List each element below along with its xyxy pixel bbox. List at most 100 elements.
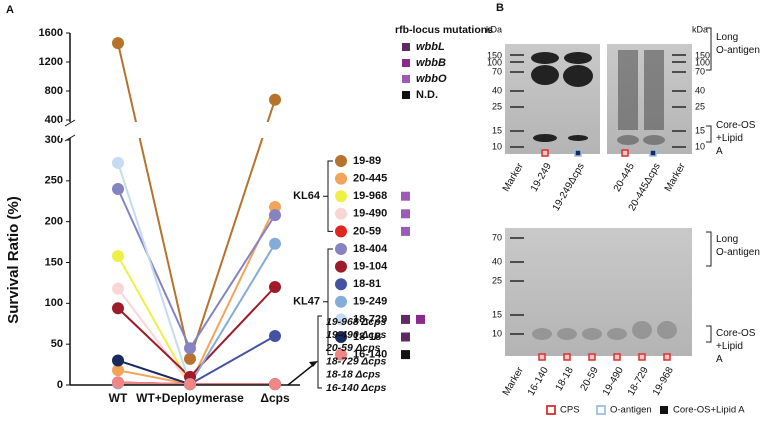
unit-label: kDa [486,24,502,34]
lane-label: Marker [501,161,526,194]
y-tick-label: 1200 [39,56,63,68]
x-tick-label: Δcps [260,391,290,405]
lane-label: Marker [501,365,526,398]
ladder-label: 70 [695,66,705,76]
unit-label: kDa [692,24,708,34]
data-point [269,209,281,222]
x-tick-label: WT+Deploymerase [136,391,244,405]
ladder-label: 70 [492,66,502,76]
data-point [112,156,124,169]
data-point [184,342,196,355]
annotation-bracket [317,315,322,389]
group-bracket [323,248,333,356]
ladder-label: 40 [492,256,502,266]
group-label: KL64 [293,190,321,202]
ladder-label: 40 [492,85,502,95]
series-line [117,381,275,386]
mutation-marker [401,209,410,219]
panel-label: B [496,2,504,14]
break-mark [64,119,76,142]
legend-marker [335,260,347,273]
legend-marker [335,331,347,343]
ladder-label: 100 [695,57,710,67]
lane-label: Marker [663,161,688,194]
ladder-label: 15 [695,125,705,135]
legend-label: 20-59 [353,225,381,237]
mutation-marker [416,314,425,324]
legend-marker [335,348,347,361]
gel-images [505,27,712,415]
data-point [269,378,281,391]
y-tick-label: 100 [45,297,63,309]
data-point [112,302,124,315]
y-axis-label: Survival Ratio (%) [5,196,22,324]
y-tick-label: 800 [45,85,63,97]
annotation: 19-968 Δcps [326,316,387,328]
annotation-label: Long O-antigen [716,32,760,56]
legend-title: rfb-locus mutations [395,24,493,36]
data-point [112,249,124,262]
ladder-label: 25 [492,275,502,285]
lane-label: 19-249Δcps [551,161,587,213]
legend-label: CPS [560,405,580,416]
y-tick-label: 50 [51,338,63,350]
annotation-label: Core-OS +Lipid A [716,120,756,157]
panel-label: A [6,4,14,16]
mutation-marker [401,332,410,342]
axis-break [60,122,300,138]
ladder-label: 15 [492,309,502,319]
legend-marker [335,207,347,220]
legend-swatch [402,43,410,51]
y-tick-label: 150 [45,256,63,268]
series-line [117,286,276,379]
y-tick-label: 400 [45,114,63,126]
legend-label: 18-18 [353,331,381,343]
series-line [117,162,275,386]
series-line [117,243,276,386]
lane-label: 16-140 [526,365,551,398]
lane-label: 20-59 [579,365,602,393]
legend-label: Core-OS+Lipid A [673,405,745,416]
arrow-head [309,361,318,367]
data-point [184,352,196,365]
y-tick-label: 0 [57,379,63,391]
ladder-label: 150 [487,50,502,60]
data-point [112,364,124,377]
legend-label: 19-490 [353,208,387,220]
legend-label: 18-81 [353,278,381,290]
series-line [117,188,276,351]
annotation: 18-729 Δcps [326,355,387,367]
data-point [112,183,124,195]
legend-marker [335,225,347,238]
ladder-label: 10 [695,141,705,151]
mutation-marker [401,350,410,360]
ladder-label: 25 [695,101,705,111]
annotation: 16-140 Δcps [326,382,387,394]
data-point [112,282,124,295]
annotation-label: Core-OS +Lipid A [716,328,756,365]
ladder-label: 25 [492,101,502,111]
y-tick-label: 1600 [39,27,63,39]
mutation-marker [401,191,410,201]
legend-marker [335,313,347,326]
ladder-label: 100 [487,57,502,67]
annotation: 19-490 Δcps [326,329,387,341]
legend-marker [335,243,347,255]
data-point [112,376,124,389]
annotation-label: Long O-antigen [716,234,760,258]
y-tick-label: 200 [45,216,63,228]
legend-marker [335,295,347,308]
lane-label: 19-490 [601,365,626,398]
legend-label: N.D. [416,89,438,101]
x-tick-label: WT [109,391,128,405]
data-point [269,93,281,106]
series-line [117,335,276,386]
annotation: 18-18 Δcps [326,369,381,381]
ladder-label: 10 [492,328,502,338]
legend-label: 19-968 [353,190,387,202]
legend-label: 18-729 [353,313,387,325]
legend-swatch [402,91,410,99]
legend-swatch [402,59,410,67]
mutation-marker [401,226,410,236]
